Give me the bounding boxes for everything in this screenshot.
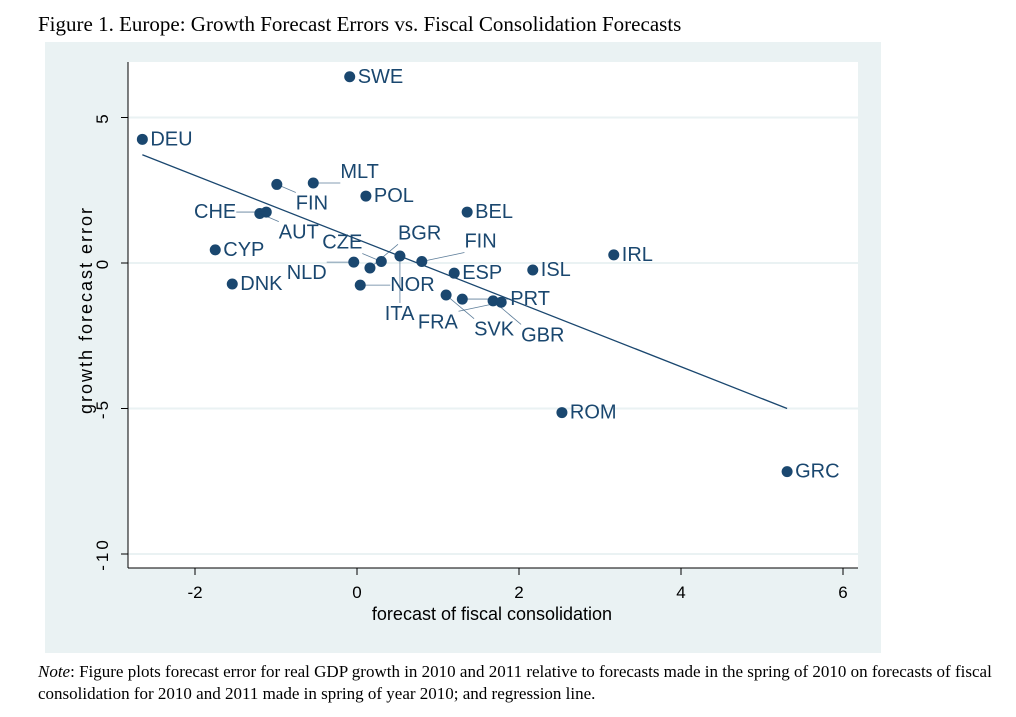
point-label: SVK xyxy=(474,319,515,341)
point-label: FIN xyxy=(464,231,496,253)
data-point xyxy=(226,278,238,290)
plot-area xyxy=(128,62,858,568)
point-label: AUT xyxy=(279,222,319,244)
label-leader-line xyxy=(458,301,502,312)
point-label: FRA xyxy=(418,311,459,333)
figure-note: Note: Figure plots forecast error for re… xyxy=(38,661,998,705)
label-leader-line xyxy=(421,252,465,262)
data-point xyxy=(344,71,356,83)
grid xyxy=(128,116,858,555)
label-leader-line xyxy=(259,213,279,222)
note-label: Note xyxy=(38,662,71,681)
point-label: CYP xyxy=(223,239,264,261)
point-label: ITA xyxy=(385,303,415,325)
note-text: : Figure plots forecast error for real G… xyxy=(38,662,992,703)
x-tick-label: 4 xyxy=(676,583,685,602)
point-label: GRC xyxy=(795,461,839,483)
label-leader-line xyxy=(362,253,382,262)
marks xyxy=(136,71,793,478)
data-point xyxy=(448,267,460,279)
y-tick-label: -10 xyxy=(93,537,112,571)
x-tick-label: 0 xyxy=(352,583,361,602)
data-point xyxy=(608,249,620,261)
point-label: POL xyxy=(374,185,414,207)
point-label: GBR xyxy=(521,324,564,346)
label-leader-line xyxy=(492,300,522,325)
regression-line xyxy=(142,154,788,410)
data-point xyxy=(527,264,539,276)
label-leader-line xyxy=(445,294,475,319)
point-label: BGR xyxy=(398,222,441,244)
point-label: DNK xyxy=(240,273,283,295)
point-label: ESP xyxy=(462,262,502,284)
point-label: DEU xyxy=(150,128,192,150)
point-label: NOR xyxy=(390,274,434,296)
axes: 5 0 -5 -10 -2 0 2 4 6 xyxy=(93,62,858,602)
label-leader-line xyxy=(369,244,399,269)
x-tick-label: 6 xyxy=(838,583,847,602)
data-point xyxy=(556,407,568,419)
data-point xyxy=(360,190,372,202)
point-label: FIN xyxy=(296,192,328,214)
figure-title: Figure 1. Europe: Growth Forecast Errors… xyxy=(38,12,682,36)
point-label: ISL xyxy=(541,259,571,281)
data-point xyxy=(209,244,221,256)
y-tick-label: 5 xyxy=(93,111,112,123)
y-tick-label: -5 xyxy=(93,398,112,419)
data-point xyxy=(136,133,148,145)
point-label: BEL xyxy=(475,201,513,223)
point-label: MLT xyxy=(340,161,379,183)
y-axis-label: growth forecast error xyxy=(76,206,96,414)
data-point xyxy=(781,466,793,478)
point-label: SWE xyxy=(358,66,404,88)
data-point xyxy=(461,206,473,218)
point-label: PRT xyxy=(510,288,550,310)
point-label: CZE xyxy=(322,231,362,253)
x-tick-label: -2 xyxy=(187,583,202,602)
x-tick-label: 2 xyxy=(514,583,523,602)
label-leader-line xyxy=(276,184,296,193)
point-label: NLD xyxy=(287,262,327,284)
point-label: ROM xyxy=(570,402,617,424)
point-label: IRL xyxy=(622,244,653,266)
y-tick-label: 0 xyxy=(93,257,112,269)
x-axis-label: forecast of fiscal consolidation xyxy=(372,604,612,624)
point-label: CHE xyxy=(194,201,236,223)
